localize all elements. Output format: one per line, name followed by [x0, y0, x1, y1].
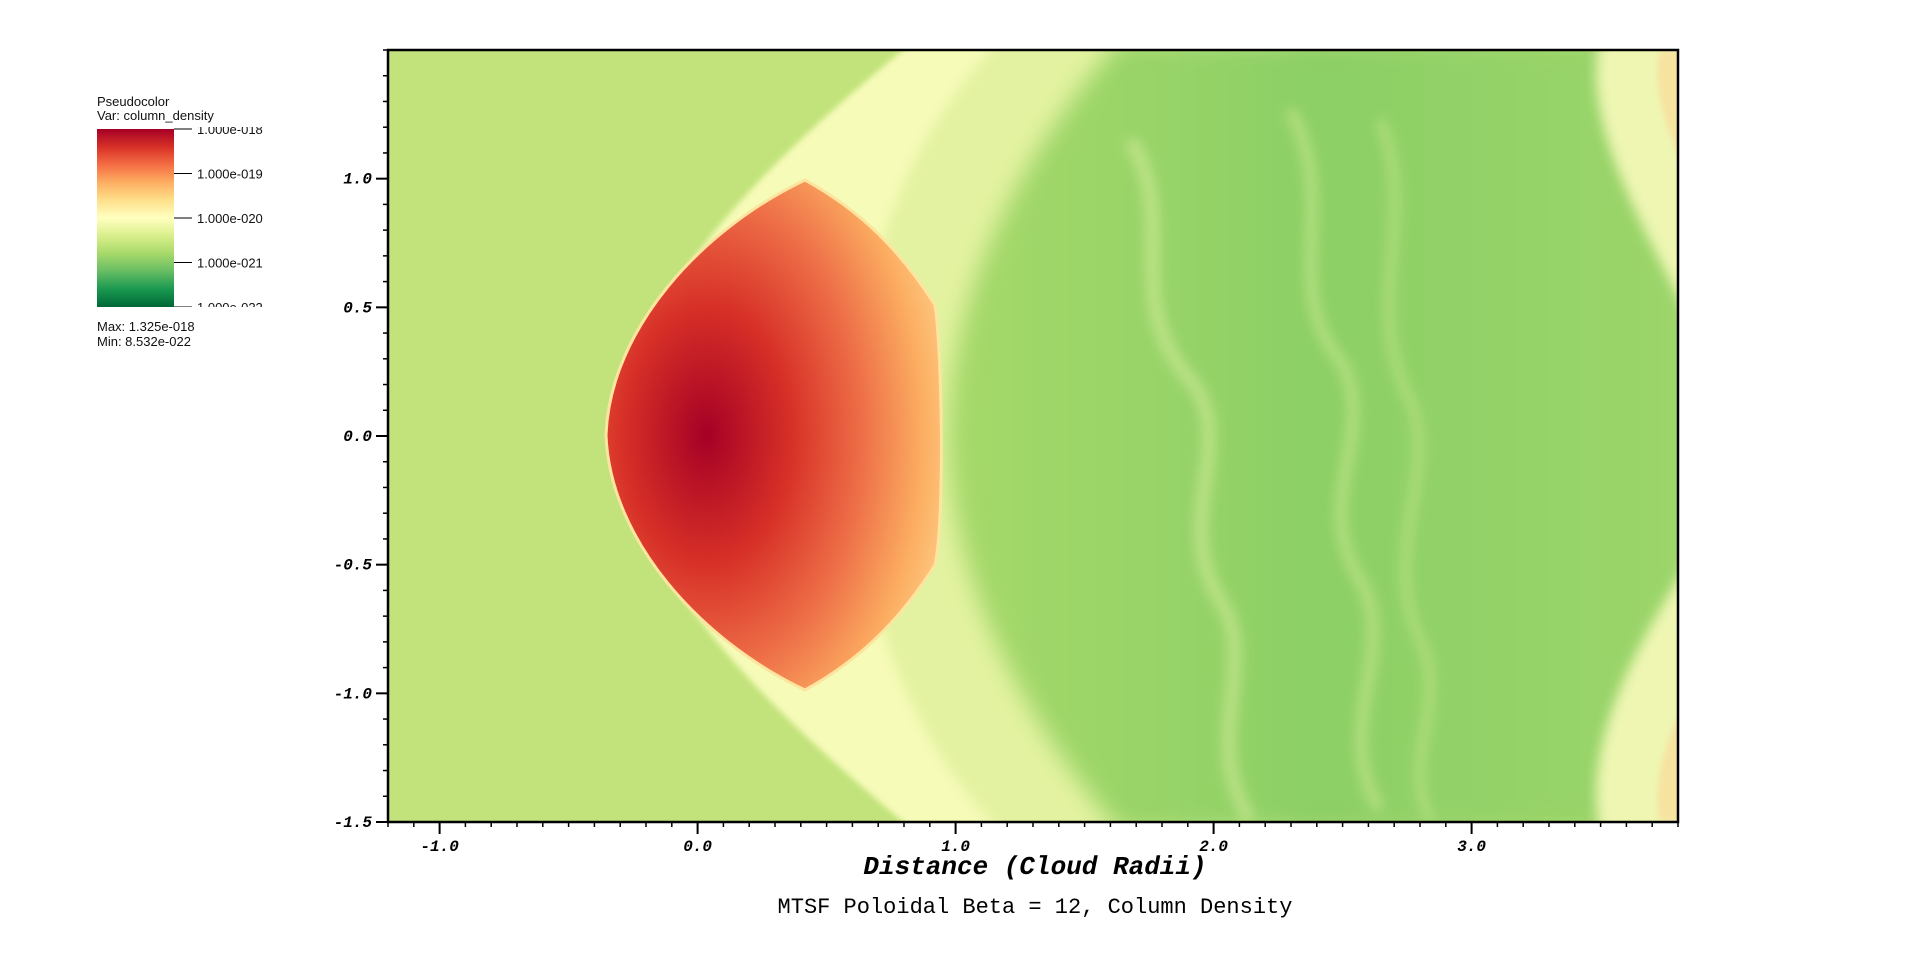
- legend-min: Min: 8.532e-022: [97, 334, 191, 349]
- tail-lower-dense: [1657, 715, 1678, 822]
- x-axis-label: Distance (Cloud Radii): [863, 852, 1207, 882]
- legend-variable: Var: column_density: [97, 108, 214, 123]
- turbulent-wake: [948, 50, 1678, 822]
- colorbar-tick-label: 1.000e-019: [197, 167, 263, 182]
- x-axis: -1.0 0.0 1.0 2.0 3.0: [387, 822, 1679, 856]
- colorbar-gradient: [97, 129, 174, 307]
- x-tick-label: -1.0: [420, 838, 459, 856]
- colorbar-tick-label: 1.000e-018: [197, 127, 263, 137]
- density-field: [388, 50, 1678, 822]
- tail-lower: [1596, 579, 1678, 822]
- x-tick-label: 1.0: [941, 838, 970, 856]
- turbulent-streaks: [1124, 107, 1435, 822]
- colorbar-tick-label: 1.000e-022: [197, 300, 263, 307]
- legend-plot-type: Pseudocolor: [97, 94, 170, 109]
- y-tick-label: -0.5: [334, 557, 373, 575]
- cloud-core: [604, 178, 943, 692]
- x-tick-label: 0.0: [683, 838, 712, 856]
- tail-upper-dense: [1657, 50, 1678, 155]
- x-tick-label: 2.0: [1199, 838, 1228, 856]
- y-tick-label: 0.5: [343, 299, 372, 317]
- x-tick-label: 3.0: [1457, 838, 1486, 856]
- y-tick-label: -1.5: [334, 814, 373, 832]
- shocked-layer: [858, 50, 1303, 822]
- colorbar: 1.000e-018 1.000e-019 1.000e-020 1.000e-021…: [97, 127, 263, 307]
- y-axis: 1.0 0.5 0.0 -0.5 -1.0 -1.5: [334, 49, 388, 832]
- legend-max: Max: 1.325e-018: [97, 319, 195, 334]
- colorbar-tick-label: 1.000e-021: [197, 256, 263, 271]
- y-tick-label: -1.0: [334, 685, 373, 703]
- chart-title: MTSF Poloidal Beta = 12, Column Density: [777, 895, 1293, 920]
- y-tick-label: 1.0: [343, 171, 372, 189]
- colorbar-tick-label: 1.000e-020: [197, 211, 263, 226]
- y-tick-label: 0.0: [343, 428, 372, 446]
- colorbar-ticks: 1.000e-018 1.000e-019 1.000e-020 1.000e-021…: [174, 127, 263, 307]
- tail-upper: [1596, 50, 1678, 297]
- colorbar-legend: Pseudocolor Var: column_density 1.000e-0…: [97, 95, 297, 355]
